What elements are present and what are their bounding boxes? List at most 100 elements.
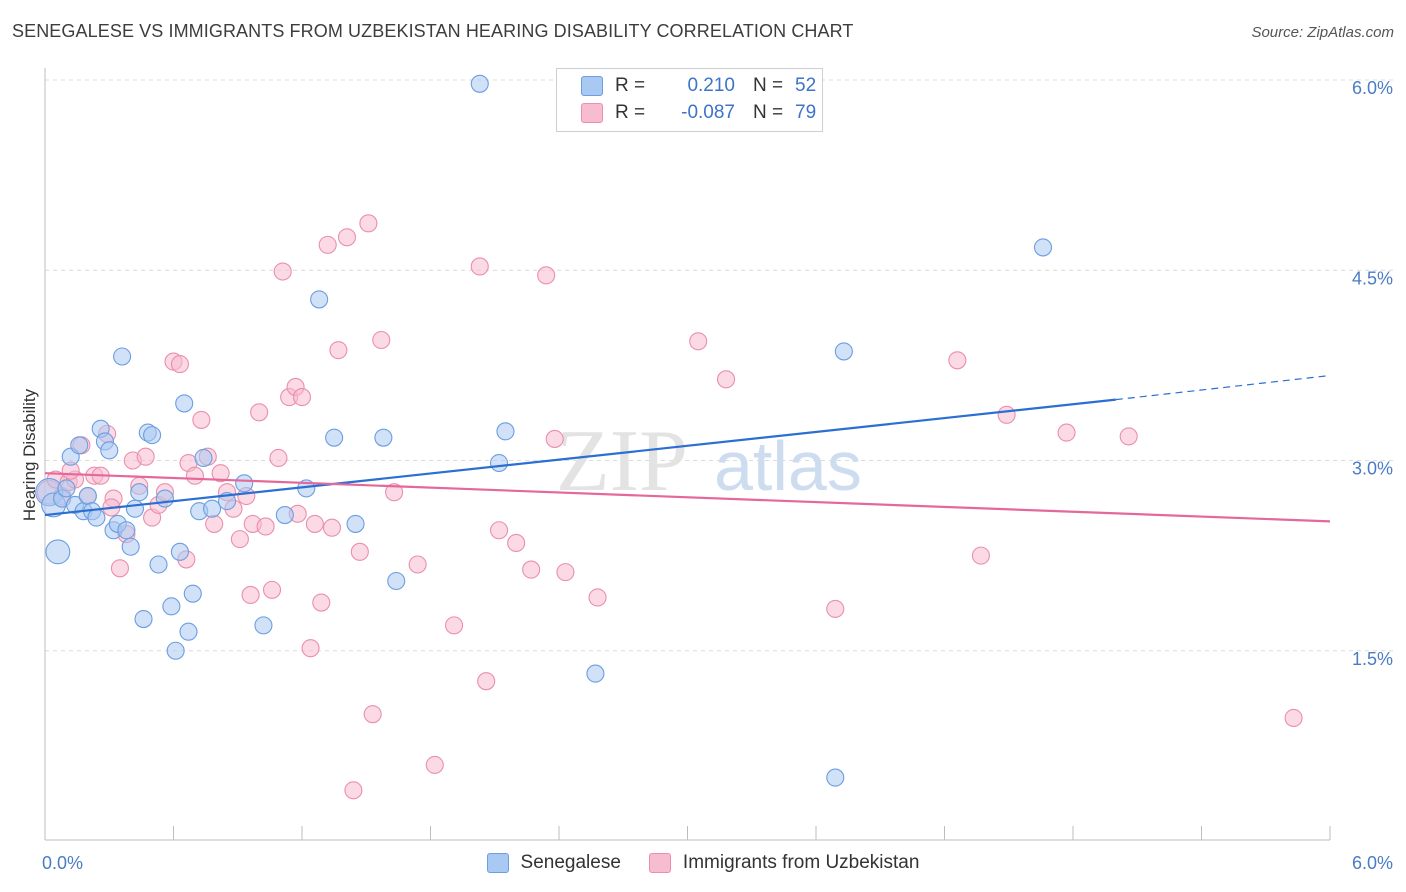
uzbekistan-point [230, 530, 249, 549]
uzbekistan-point [716, 370, 736, 389]
senegalese-point [143, 426, 162, 445]
legend-row-uzbekistan: R = -0.087 N = 79 [581, 100, 816, 126]
series-senegalese-points [35, 74, 1053, 787]
legend-r-value: -0.087 [681, 102, 735, 123]
uzbekistan-point [588, 588, 607, 607]
senegalese-point [130, 483, 149, 502]
uzbekistan-point [205, 514, 224, 533]
uzbekistan-trend-line [44, 472, 1331, 523]
bottom-swatch-pink [648, 853, 671, 873]
senegalese-point [310, 290, 329, 309]
uzbekistan-point [185, 466, 204, 485]
senegalese-point [117, 521, 136, 540]
y-tick-label: 4.5% [1352, 268, 1393, 288]
senegalese-point [100, 441, 119, 460]
legend-n-label: N = [753, 102, 784, 123]
senegalese-point [121, 537, 140, 556]
uzbekistan-point [826, 599, 845, 618]
senegalese-point [254, 616, 273, 635]
uzbekistan-point [301, 639, 320, 658]
uzbekistan-point [545, 429, 564, 448]
legend-swatch-blue [581, 76, 603, 96]
uzbekistan-point [363, 705, 382, 724]
legend-n-value: 52 [795, 75, 817, 96]
trend-lines [44, 374, 1331, 523]
watermark-atlas: atlas [714, 427, 862, 505]
uzbekistan-point [241, 585, 260, 604]
uzbekistan-point [312, 593, 331, 612]
uzbekistan-point [329, 341, 348, 360]
uzbekistan-point [1057, 423, 1076, 442]
senegalese-point [203, 499, 222, 518]
senegalese-point [489, 453, 509, 473]
senegalese-point [155, 489, 174, 508]
senegalese-point [170, 542, 189, 561]
y-tick-label: 1.5% [1352, 649, 1393, 669]
senegalese-point [470, 74, 489, 93]
chart-title: SENEGALESE VS IMMIGRANTS FROM UZBEKISTAN… [12, 21, 854, 41]
watermark: ZIP atlas [556, 413, 862, 510]
uzbekistan-point [997, 405, 1016, 424]
legend-row-senegalese: R = 0.210 N = 52 [581, 73, 816, 99]
uzbekistan-point [372, 330, 391, 350]
y-tick-label: 3.0% [1352, 459, 1393, 479]
bottom-legend-label: Senegalese [520, 852, 621, 873]
senegalese-trend-extension [1115, 374, 1331, 401]
uzbekistan-point [385, 483, 404, 502]
uzbekistan-point [305, 514, 324, 533]
tick-labels: 1.5% 3.0% 4.5% 6.0% 0.0% 6.0% [42, 78, 1393, 873]
legend-r-label: R = [615, 102, 646, 123]
legend-r-label: R = [615, 75, 646, 96]
senegalese-point [179, 622, 198, 641]
x-tick-label-min: 0.0% [42, 853, 83, 873]
uzbekistan-point [948, 351, 967, 370]
uzbekistan-point [489, 521, 509, 540]
grid-lines [45, 79, 1395, 652]
senegalese-point [162, 597, 181, 616]
uzbekistan-point [170, 355, 189, 374]
uzbekistan-point [318, 235, 337, 254]
senegalese-point [183, 584, 202, 603]
senegalese-point [78, 486, 97, 506]
senegalese-point [149, 555, 168, 574]
uzbekistan-point [292, 388, 312, 407]
uzbekistan-point [470, 257, 489, 276]
senegalese-point [70, 436, 89, 455]
uzbekistan-point [537, 266, 556, 285]
senegalese-point [586, 664, 605, 683]
uzbekistan-point [256, 517, 275, 536]
senegalese-point [374, 428, 393, 447]
uzbekistan-point [273, 262, 292, 281]
uzbekistan-point [262, 580, 282, 599]
senegalese-point [275, 505, 294, 525]
senegalese-point [113, 347, 132, 366]
legend-swatch-pink [581, 103, 603, 123]
senegalese-point [45, 539, 71, 565]
bottom-legend-label: Immigrants from Uzbekistan [682, 852, 920, 873]
senegalese-point [1033, 238, 1053, 257]
senegalese-point [125, 499, 144, 518]
uzbekistan-point [1284, 708, 1303, 728]
bottom-legend: Senegalese Immigrants from Uzbekistan [0, 852, 1406, 874]
senegalese-point [346, 514, 365, 533]
bottom-legend-uzbekistan: Immigrants from Uzbekistan [648, 852, 920, 874]
uzbekistan-point [344, 781, 363, 800]
uzbekistan-point [556, 563, 575, 582]
senegalese-point [325, 428, 344, 447]
uzbekistan-point [322, 518, 342, 537]
axes [44, 68, 1331, 841]
senegalese-point [134, 609, 153, 629]
uzbekistan-point [110, 559, 130, 578]
bottom-legend-senegalese: Senegalese [486, 852, 621, 874]
uzbekistan-point [192, 410, 211, 429]
senegalese-trend-line [44, 398, 1116, 517]
senegalese-point [87, 508, 106, 527]
uzbekistan-point [689, 332, 708, 351]
uzbekistan-point [211, 464, 230, 483]
senegalese-point [57, 479, 76, 498]
legend-box: R = 0.210 N = 52 R = -0.087 N = 79 [556, 68, 823, 132]
legend-r-value: 0.210 [687, 75, 735, 96]
senegalese-point [235, 474, 254, 493]
uzbekistan-point [1119, 427, 1138, 446]
